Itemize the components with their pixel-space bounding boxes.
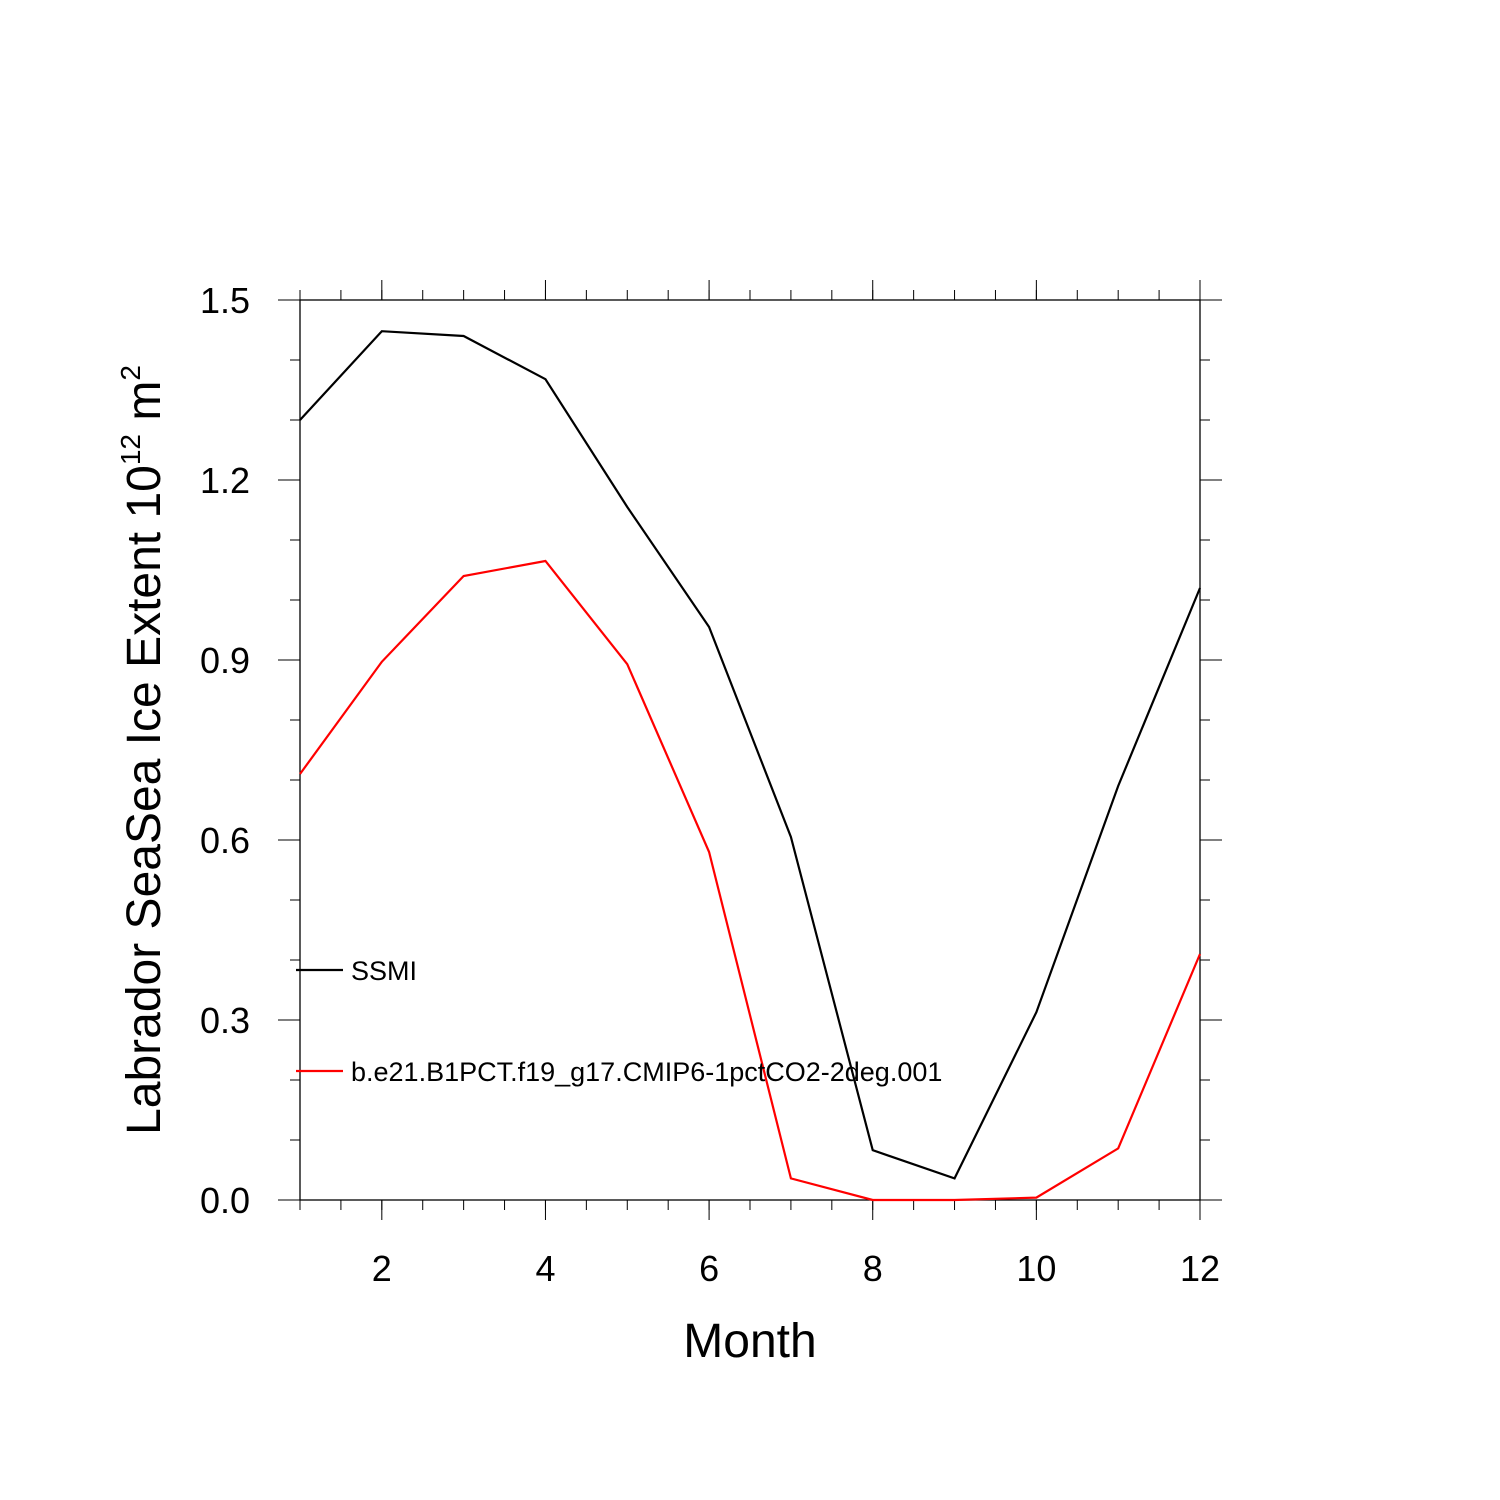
plot-frame <box>299 299 1201 1201</box>
y-tick-label: 0.3 <box>200 1000 250 1041</box>
y-tick-labels: 0.0 0.3 0.6 0.9 1.2 1.5 <box>200 280 250 1221</box>
y-tick-label: 1.2 <box>200 460 250 501</box>
y-axis-title-unit-exponent: 2 <box>115 365 146 381</box>
x-tick-label: 6 <box>699 1248 719 1289</box>
major-ticks <box>278 280 1222 1220</box>
y-tick-label: 1.5 <box>200 280 250 321</box>
x-tick-labels: 2 4 6 8 10 12 <box>372 1248 1220 1289</box>
x-tick-label: 4 <box>535 1248 555 1289</box>
y-tick-label: 0.6 <box>200 820 250 861</box>
x-tick-label: 12 <box>1180 1248 1220 1289</box>
y-axis-title-main: Labrador SeaSea Ice Extent 10 <box>118 465 171 1135</box>
y-axis-title-unit: m <box>118 381 171 434</box>
y-axis-title: Labrador SeaSea Ice Extent 1012 m2 <box>115 365 171 1135</box>
legend-label-2: b.e21.B1PCT.f19_g17.CMIP6-1pctCO2-2deg.0… <box>351 1057 942 1087</box>
y-axis-title-exponent: 12 <box>115 434 146 465</box>
series-line-2 <box>299 559 1202 1202</box>
x-tick-label: 2 <box>372 1248 392 1289</box>
x-axis-title: Month <box>683 1315 816 1368</box>
y-tick-label: 0.9 <box>200 640 250 681</box>
y-tick-label: 0.0 <box>200 1180 250 1221</box>
series-layer <box>299 330 1202 1202</box>
legend-label-1: SSMI <box>351 956 417 986</box>
legend: SSMI b.e21.B1PCT.f19_g17.CMIP6-1pctCO2-2d… <box>296 956 942 1087</box>
x-tick-label: 8 <box>863 1248 883 1289</box>
x-tick-label: 10 <box>1016 1248 1056 1289</box>
series-line-1 <box>299 330 1202 1180</box>
